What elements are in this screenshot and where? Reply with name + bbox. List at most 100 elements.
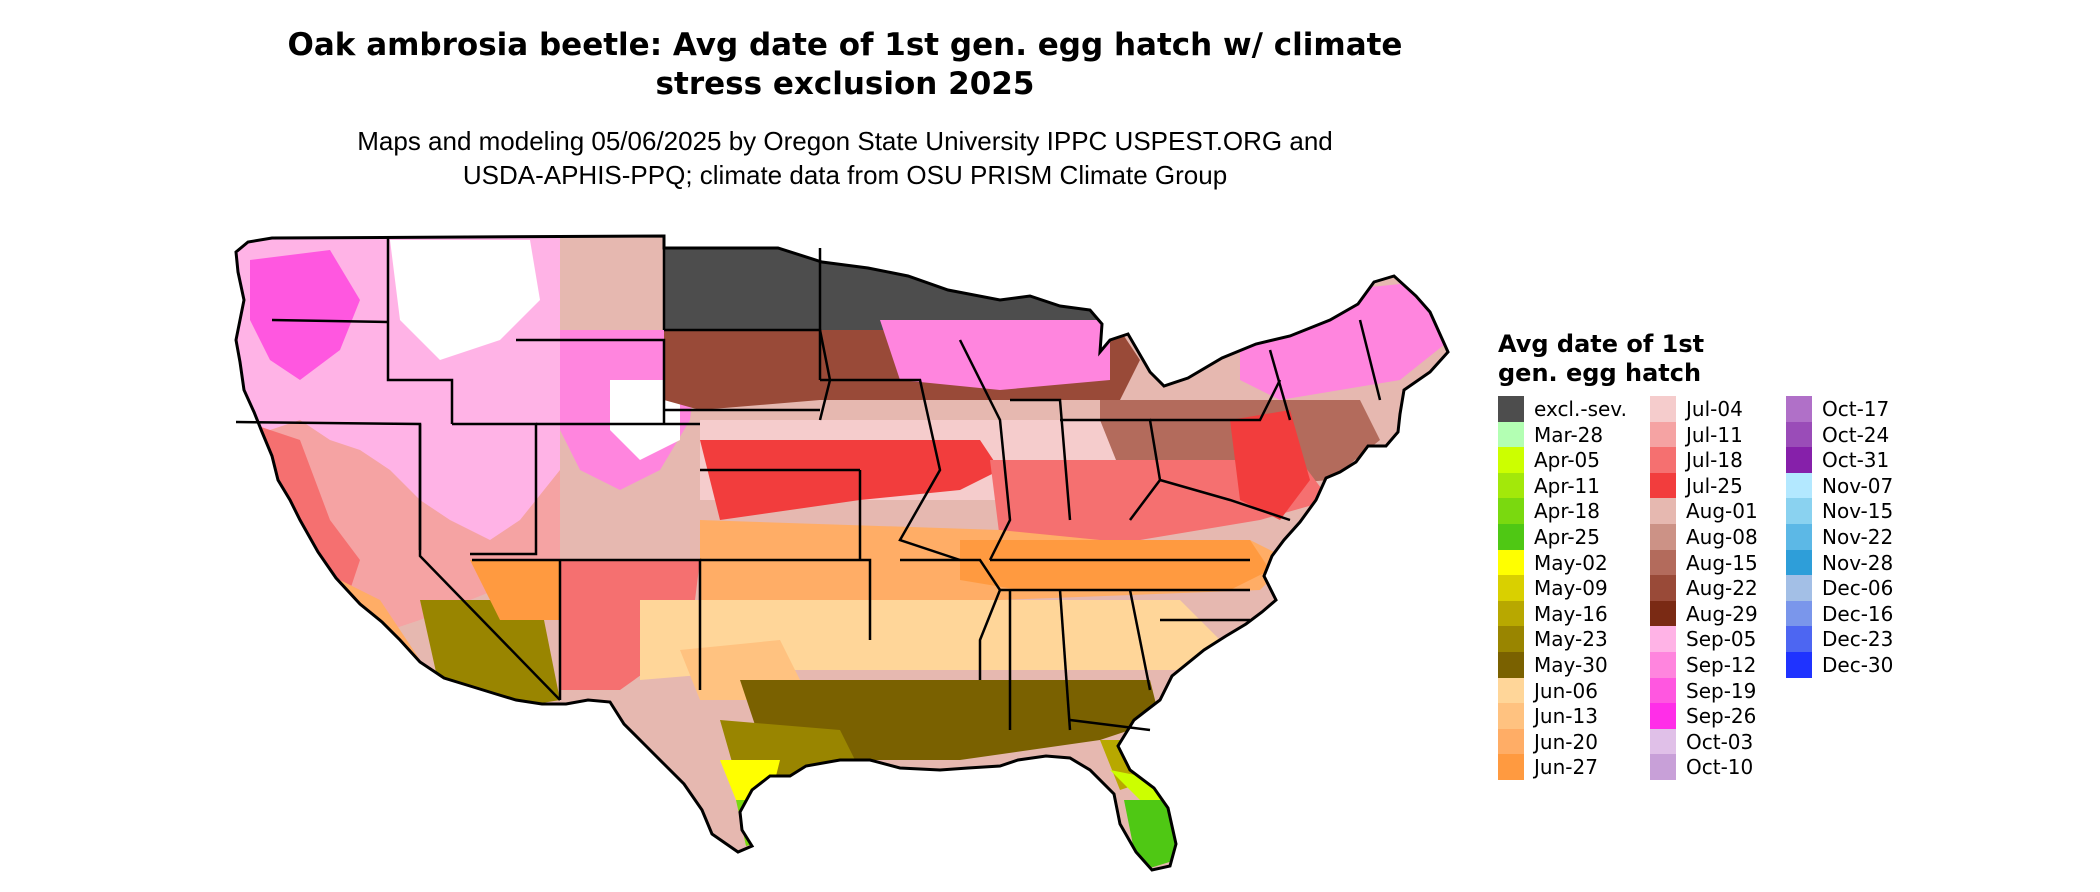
border-fl — [1069, 718, 1151, 732]
legend-label: Nov-07 — [1822, 473, 1894, 498]
region-az-jun-27 — [470, 560, 560, 620]
legend-label: Sep-26 — [1686, 704, 1757, 729]
legend-swatch — [1498, 523, 1524, 550]
legend-swatch — [1498, 549, 1524, 576]
legend-label: Apr-18 — [1534, 499, 1600, 524]
legend-swatch — [1498, 754, 1524, 781]
legend-label: Jun-13 — [1534, 704, 1598, 729]
legend-swatch — [1498, 472, 1524, 499]
legend-label: Apr-05 — [1534, 448, 1600, 473]
legend-label: excl.-sev. — [1534, 397, 1627, 421]
legend-swatch — [1786, 626, 1812, 653]
legend-swatch — [1498, 728, 1524, 755]
legend-label: May-16 — [1534, 601, 1608, 626]
border-al — [1058, 589, 1072, 731]
legend-swatch — [1498, 498, 1524, 525]
border-il — [958, 339, 1012, 561]
legend-label: Apr-25 — [1534, 524, 1600, 549]
legend-label: Jul-04 — [1686, 397, 1743, 421]
legend-swatch — [1650, 754, 1676, 781]
legend-swatch — [1650, 677, 1676, 704]
legend-label: Dec-23 — [1822, 627, 1894, 652]
legend-swatch — [1498, 600, 1524, 627]
map-title-line-1: Oak ambrosia beetle: Avg date of 1st gen… — [287, 27, 1403, 63]
border-oh — [1060, 418, 1162, 521]
legend-title-line-2: gen. egg hatch — [1498, 359, 1702, 387]
legend-label: Mar-28 — [1534, 422, 1604, 447]
legend-label: Dec-16 — [1822, 601, 1894, 626]
border-wv-va — [1159, 478, 1291, 522]
legend-label: May-23 — [1534, 627, 1608, 652]
legend-label: Jul-11 — [1686, 422, 1743, 447]
map-subtitle: Maps and modeling 05/06/2025 by Oregon S… — [200, 124, 1490, 192]
region-mid-atlantic-jul-25 — [1230, 410, 1310, 520]
legend-label: Jun-27 — [1534, 755, 1598, 780]
legend-swatch — [1650, 600, 1676, 627]
legend-title: Avg date of 1st gen. egg hatch — [1498, 330, 1838, 388]
legend-label: May-09 — [1534, 576, 1608, 601]
legend-swatch — [1786, 600, 1812, 627]
legend-label: Oct-31 — [1822, 448, 1890, 473]
legend-swatch — [1498, 421, 1524, 448]
region-rockies-white — [390, 240, 540, 360]
legend-swatch — [1650, 728, 1676, 755]
border-nh-me — [1358, 319, 1382, 401]
map-title: Oak ambrosia beetle: Avg date of 1st gen… — [200, 26, 1490, 104]
legend-label: Aug-08 — [1686, 524, 1758, 549]
legend-label: Jul-18 — [1686, 448, 1743, 473]
legend-swatch — [1498, 626, 1524, 653]
legend-label: Apr-11 — [1534, 473, 1600, 498]
legend-swatch — [1498, 677, 1524, 704]
legend-label: Nov-22 — [1822, 524, 1894, 549]
legend-swatch — [1786, 498, 1812, 525]
legend-label: Aug-29 — [1686, 601, 1758, 626]
legend-swatch — [1786, 549, 1812, 576]
legend-swatch — [1650, 575, 1676, 602]
legend-label: Dec-06 — [1822, 576, 1894, 601]
border-pa — [1150, 379, 1282, 422]
legend-swatch — [1498, 396, 1524, 422]
legend-swatch — [1498, 575, 1524, 602]
legend-label: Sep-05 — [1686, 627, 1757, 652]
legend-label: May-30 — [1534, 652, 1608, 677]
legend-label: May-02 — [1534, 550, 1608, 575]
region-kansas-belt-jul-25 — [700, 440, 1000, 520]
legend-label: Oct-24 — [1822, 422, 1890, 447]
legend-label: Oct-10 — [1686, 755, 1754, 780]
legend-swatch — [1650, 421, 1676, 448]
legend-title-line-1: Avg date of 1st — [1498, 330, 1705, 358]
legend-swatch — [1650, 703, 1676, 730]
border-ga — [1128, 589, 1152, 691]
border-utah — [452, 422, 538, 556]
legend-label: Aug-22 — [1686, 576, 1758, 601]
legend-label: Sep-19 — [1686, 678, 1757, 703]
legend-swatch — [1786, 651, 1812, 678]
state-boundaries — [235, 238, 1382, 732]
region-colorado-white — [610, 380, 680, 460]
legend-label: Aug-15 — [1686, 550, 1758, 575]
map-subtitle-line-1: Maps and modeling 05/06/2025 by Oregon S… — [357, 126, 1333, 156]
border-ny-vt — [1268, 349, 1292, 421]
legend-swatch — [1650, 498, 1676, 525]
border-iowa-mo — [820, 378, 961, 562]
map-subtitle-line-2: USDA-APHIS-PPQ; climate data from OSU PR… — [462, 160, 1228, 190]
map-title-line-2: stress exclusion 2025 — [655, 66, 1035, 102]
region-cascades-sep-19 — [250, 250, 360, 380]
legend-swatch — [1650, 472, 1676, 499]
legend-label: Aug-01 — [1686, 499, 1758, 524]
legend-swatch — [1786, 575, 1812, 602]
border-idaho — [386, 238, 454, 424]
region-tn-jun-27 — [960, 540, 1270, 590]
border-ok-tx — [700, 558, 872, 640]
border-nevada-south — [418, 424, 561, 701]
legend-swatch — [1650, 626, 1676, 653]
border-wa-or — [271, 318, 389, 324]
legend-swatch — [1650, 651, 1676, 678]
region-central-florida-apr-05 — [1110, 770, 1170, 800]
legend-label: Jul-25 — [1686, 473, 1743, 498]
legend-label: Jun-06 — [1534, 678, 1598, 703]
legend-swatch — [1498, 703, 1524, 730]
legend-label: Sep-12 — [1686, 652, 1757, 677]
legend-swatch — [1498, 651, 1524, 678]
border-wyoming — [516, 338, 666, 424]
